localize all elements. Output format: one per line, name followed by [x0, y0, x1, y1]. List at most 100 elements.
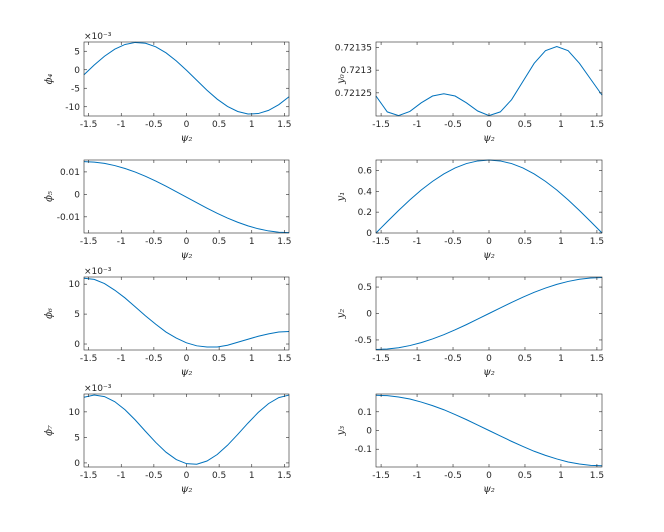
x-tick-label: 1 [249, 471, 255, 481]
y-tick-label: 0.01 [60, 168, 80, 178]
axes-background [84, 277, 289, 350]
y-tick-label: -0.01 [57, 213, 80, 223]
axes-background [376, 42, 602, 116]
y-axis-label: y₁ [336, 192, 347, 203]
x-axis-label: ψ₂ [483, 133, 495, 144]
x-tick-label: 0.5 [518, 354, 532, 364]
y-tick-label: 0.1 [358, 408, 372, 418]
y-axis-label: y₃ [336, 426, 347, 437]
axes-background [84, 42, 289, 116]
x-tick-label: -1 [413, 120, 422, 130]
x-tick-label: 1.5 [590, 120, 604, 130]
x-axis-label: ψ₂ [181, 250, 193, 261]
x-tick-label: -1 [117, 120, 126, 130]
x-tick-label: 1 [558, 354, 564, 364]
y-tick-label: 0 [366, 427, 372, 437]
x-tick-label: -0.5 [145, 471, 163, 481]
x-tick-label: 1 [249, 354, 255, 364]
x-tick-label: -1 [413, 354, 422, 364]
x-tick-label: -1 [117, 354, 126, 364]
axis-exponent: ×10⁻³ [84, 32, 112, 42]
y-tick-label: 0.5 [358, 283, 372, 293]
y-tick-label: 0 [366, 310, 372, 320]
x-tick-label: 0 [486, 354, 492, 364]
x-tick-label: -0.5 [444, 354, 462, 364]
x-tick-label: 1.5 [277, 354, 291, 364]
y-axis-label: ϕ₄ [44, 74, 55, 85]
x-tick-label: 0 [184, 120, 190, 130]
x-tick-label: -1 [413, 471, 422, 481]
y-tick-label: 10 [69, 280, 81, 290]
y-tick-label: -10 [65, 103, 80, 113]
x-tick-label: -1.5 [80, 120, 98, 130]
y-tick-label: 0 [74, 459, 80, 469]
x-tick-label: 1.5 [277, 237, 291, 247]
y-axis-label: ϕ₆ [44, 308, 55, 319]
y-axis-label: y₀ [336, 74, 347, 85]
x-tick-label: 1 [249, 120, 255, 130]
x-tick-label: 0.5 [518, 471, 532, 481]
data-line [83, 277, 290, 348]
x-tick-label: 1 [558, 237, 564, 247]
y-tick-label: 0.2 [358, 208, 372, 218]
data-line [375, 277, 603, 350]
y-tick-label: 0.72135 [335, 43, 372, 53]
x-tick-label: -0.5 [444, 237, 462, 247]
data-line [83, 161, 290, 234]
x-tick-label: 0.5 [212, 237, 226, 247]
x-tick-label: 0 [184, 471, 190, 481]
x-tick-label: 0 [486, 471, 492, 481]
data-line [83, 394, 290, 465]
axis-exponent: ×10⁻³ [84, 384, 112, 394]
axis-exponent: ×10⁻³ [84, 267, 112, 277]
x-tick-label: -0.5 [145, 120, 163, 130]
x-tick-label: 1.5 [277, 471, 291, 481]
x-axis-label: ψ₂ [483, 250, 495, 261]
y-axis-label: y₂ [336, 309, 347, 320]
x-tick-label: -0.5 [145, 354, 163, 364]
y-tick-label: -5 [71, 84, 80, 94]
axes-background [376, 160, 602, 233]
x-tick-label: 0 [184, 354, 190, 364]
y-tick-label: 0.4 [358, 187, 373, 197]
x-axis-label: ψ₂ [181, 133, 193, 144]
x-tick-label: 1 [558, 471, 564, 481]
x-axis-label: ψ₂ [181, 484, 193, 495]
x-tick-label: -0.5 [444, 120, 462, 130]
x-tick-label: -1 [413, 237, 422, 247]
x-tick-label: 0.5 [212, 471, 226, 481]
y-tick-label: 0 [74, 190, 80, 200]
x-tick-label: 0.5 [212, 120, 226, 130]
y-axis-label: ϕ₅ [44, 191, 55, 202]
x-tick-label: 1 [249, 237, 255, 247]
x-tick-label: -1.5 [80, 354, 98, 364]
x-tick-label: -1.5 [80, 471, 98, 481]
x-tick-label: 1.5 [590, 354, 604, 364]
x-tick-label: 0 [184, 237, 190, 247]
x-tick-label: -1.5 [372, 120, 390, 130]
y-tick-label: 5 [74, 433, 80, 443]
y-tick-label: 0 [366, 229, 372, 239]
axes-background [84, 160, 289, 233]
y-tick-label: 0.7213 [341, 66, 373, 76]
x-tick-label: 0 [486, 120, 492, 130]
y-tick-label: 0 [74, 340, 80, 350]
y-tick-label: 0 [74, 66, 80, 76]
y-tick-label: -0.1 [354, 445, 372, 455]
x-tick-label: 0.5 [518, 120, 532, 130]
y-tick-label: 0.6 [358, 166, 373, 176]
x-tick-label: -1 [117, 471, 126, 481]
x-tick-label: 0.5 [212, 354, 226, 364]
y-tick-label: 5 [74, 310, 80, 320]
y-tick-label: 10 [69, 408, 81, 418]
x-tick-label: -1 [117, 237, 126, 247]
x-axis-label: ψ₂ [181, 367, 193, 378]
x-tick-label: -0.5 [145, 237, 163, 247]
x-axis-label: ψ₂ [483, 484, 495, 495]
axes-background [84, 394, 289, 467]
x-axis-label: ψ₂ [483, 367, 495, 378]
y-axis-label: ϕ₇ [44, 425, 55, 436]
x-tick-label: 0.5 [518, 237, 532, 247]
x-tick-label: -1.5 [372, 471, 390, 481]
